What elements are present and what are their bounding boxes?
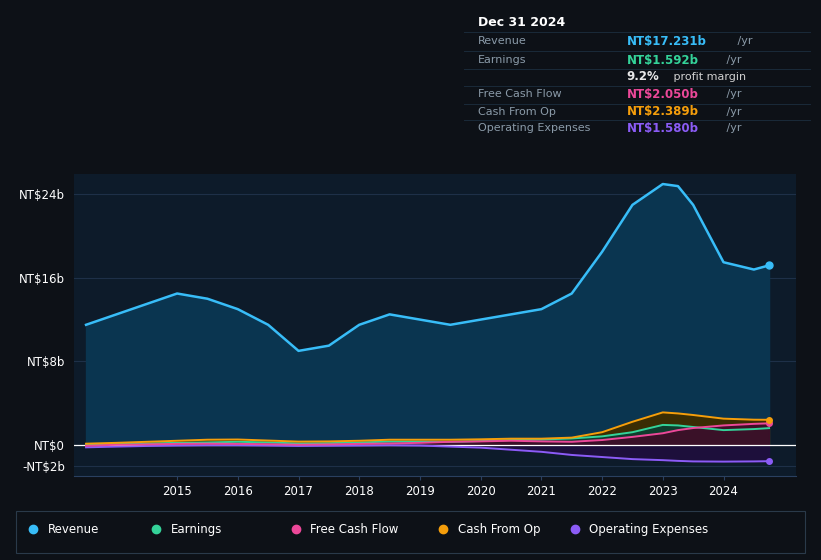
Text: /yr: /yr (723, 55, 742, 66)
Text: profit margin: profit margin (670, 72, 745, 82)
Text: Dec 31 2024: Dec 31 2024 (478, 16, 565, 29)
Text: Earnings: Earnings (478, 55, 526, 66)
Text: /yr: /yr (723, 123, 742, 133)
Bar (16, 511, 805, 553)
Text: 9.2%: 9.2% (626, 70, 659, 83)
Text: /yr: /yr (723, 90, 742, 99)
Text: NT$2.050b: NT$2.050b (626, 88, 699, 101)
Text: Cash From Op: Cash From Op (458, 522, 540, 536)
Text: Revenue: Revenue (48, 522, 99, 536)
Text: /yr: /yr (723, 107, 742, 117)
Text: /yr: /yr (734, 36, 753, 46)
Text: Cash From Op: Cash From Op (478, 107, 556, 117)
Text: NT$1.580b: NT$1.580b (626, 122, 699, 135)
Text: Earnings: Earnings (171, 522, 222, 536)
Text: Free Cash Flow: Free Cash Flow (478, 90, 562, 99)
Text: Operating Expenses: Operating Expenses (478, 123, 590, 133)
Text: NT$17.231b: NT$17.231b (626, 35, 707, 48)
Text: Revenue: Revenue (478, 36, 526, 46)
Text: Operating Expenses: Operating Expenses (589, 522, 709, 536)
Text: NT$2.389b: NT$2.389b (626, 105, 699, 119)
Text: NT$1.592b: NT$1.592b (626, 54, 699, 67)
Text: Free Cash Flow: Free Cash Flow (310, 522, 399, 536)
